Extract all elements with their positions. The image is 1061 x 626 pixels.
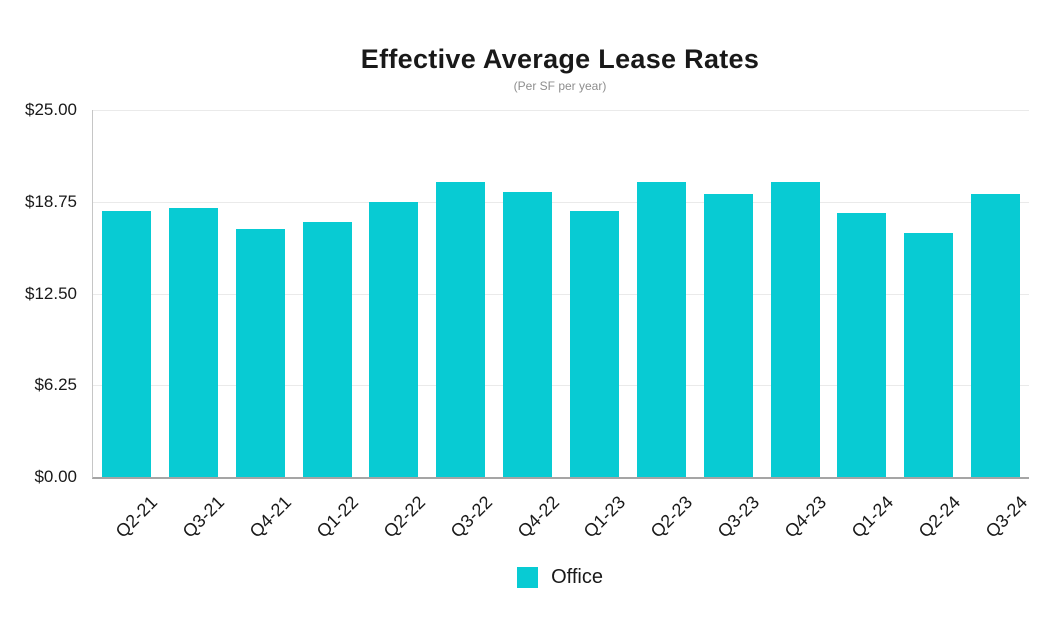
y-tick-label-6.25: $6.25 xyxy=(34,375,77,395)
bar-Q4-22 xyxy=(503,192,553,477)
bar-Q1-24 xyxy=(837,212,887,477)
plot-area xyxy=(92,110,1029,479)
x-tick-label-Q1-24: Q1-24 xyxy=(847,492,898,542)
bar-Q1-23 xyxy=(569,211,619,477)
x-tick-label-Q3-23: Q3-23 xyxy=(713,492,764,542)
bar-Q2-23 xyxy=(636,181,686,477)
gridline-12.5 xyxy=(93,293,1029,295)
legend: Office xyxy=(92,566,1028,589)
y-tick-label-12.50: $12.50 xyxy=(25,283,77,303)
x-tick-label-Q4-23: Q4-23 xyxy=(780,492,831,542)
y-tick-label-18.75: $18.75 xyxy=(25,191,77,211)
y-tick-label-25.00: $25.00 xyxy=(25,100,77,119)
x-tick-label-Q1-22: Q1-22 xyxy=(312,492,363,542)
bar-Q3-21 xyxy=(168,208,218,477)
gridline-25 xyxy=(93,110,1029,111)
x-tick-label-Q2-23: Q2-23 xyxy=(646,492,697,542)
bar-Q3-23 xyxy=(703,193,753,477)
x-tick-label-Q3-21: Q3-21 xyxy=(178,492,229,542)
gridline-6.25 xyxy=(93,385,1029,387)
x-tick-label-Q3-24: Q3-24 xyxy=(981,492,1031,542)
x-tick-label-Q1-23: Q1-23 xyxy=(580,492,630,542)
x-tick-label-Q4-22: Q4-22 xyxy=(513,492,563,542)
x-tick-label-Q2-24: Q2-24 xyxy=(914,492,964,542)
x-tick-label-Q4-21: Q4-21 xyxy=(245,492,296,542)
chart-title: Effective Average Lease Rates xyxy=(360,44,760,74)
bar-Q2-22 xyxy=(369,202,419,477)
x-tick-label-Q2-22: Q2-22 xyxy=(379,492,430,542)
bar-Q1-22 xyxy=(302,221,352,477)
bar-Q4-21 xyxy=(235,228,285,477)
x-tick-label-Q3-22: Q3-22 xyxy=(446,492,496,542)
legend-label-office: Office xyxy=(551,566,603,588)
gridline-18.75 xyxy=(93,201,1029,203)
bar-Q4-23 xyxy=(770,181,820,477)
chart-subtitle: (Per SF per year) xyxy=(513,79,607,93)
bar-Q2-21 xyxy=(101,211,151,477)
y-tick-label-0.00: $0.00 xyxy=(34,467,77,486)
x-tick-label-Q2-21: Q2-21 xyxy=(112,492,162,542)
legend-swatch-office xyxy=(517,567,539,588)
bar-Q3-22 xyxy=(436,181,486,477)
bar-Q3-24 xyxy=(971,193,1021,477)
bar-Q2-24 xyxy=(904,233,954,477)
